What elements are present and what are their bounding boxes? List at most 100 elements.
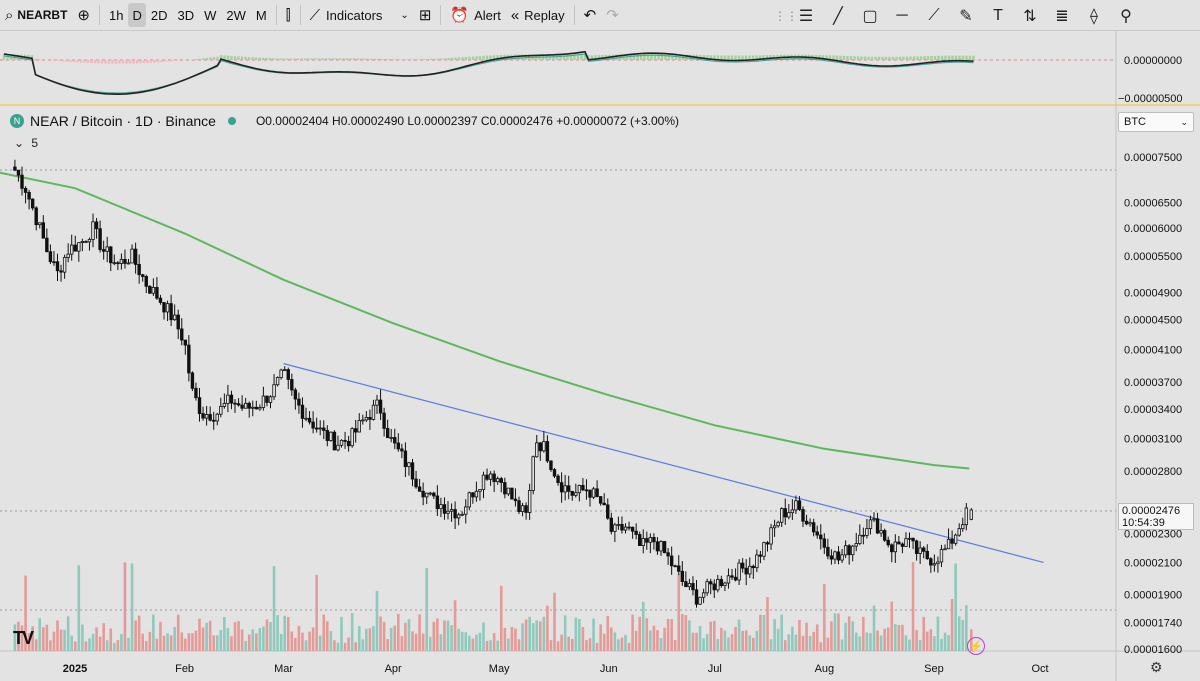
histogram-bar: [279, 58, 282, 60]
indicator-list-icon[interactable]: ☰: [798, 7, 814, 25]
volume-bar: [27, 632, 31, 651]
candle-down-body: [368, 417, 372, 420]
candle: [606, 498, 610, 520]
candle-down-body: [765, 542, 770, 545]
volume-bar: [673, 640, 677, 651]
candle-down-body: [52, 261, 56, 264]
candle: [378, 389, 383, 421]
text-icon[interactable]: T: [993, 6, 1003, 24]
histogram-bar: [268, 58, 272, 60]
candle: [208, 406, 212, 422]
interval-d[interactable]: D: [128, 3, 146, 27]
interval-2w[interactable]: 2W: [226, 7, 246, 23]
price-tick-label: 0.00001900: [1124, 589, 1182, 601]
candle-down-body: [684, 581, 688, 588]
volume-bar: [574, 617, 578, 651]
histogram-bar: [156, 60, 160, 63]
candle-down-body: [783, 508, 787, 518]
histogram-bar: [671, 54, 674, 60]
candle-down-body: [208, 414, 212, 421]
candle: [772, 519, 777, 537]
chart-type-button[interactable]: ⫿: [281, 0, 296, 31]
alert-button[interactable]: ⏰ Alert: [445, 0, 505, 31]
histogram-bar: [289, 58, 293, 60]
candle: [73, 235, 77, 252]
volume-bar: [858, 636, 862, 651]
currency-select[interactable]: BTC ⌄: [1118, 112, 1194, 132]
volume-bar: [826, 637, 830, 651]
brush-icon[interactable]: ✎: [959, 7, 973, 25]
time-tick-label: May: [489, 663, 510, 675]
histogram-bar: [877, 56, 881, 60]
volume-bar: [265, 619, 269, 651]
pattern-icon[interactable]: ≣: [1055, 7, 1069, 25]
candle: [48, 244, 53, 265]
rectangle-icon[interactable]: ▢: [862, 7, 878, 25]
indicators-button[interactable]: ⟋ Indicators ⌄: [305, 0, 414, 31]
volume-bar: [652, 625, 656, 651]
gear-icon[interactable]: ⚙: [1150, 659, 1163, 675]
volume-bar: [368, 628, 372, 651]
volume-bar: [925, 631, 929, 651]
candle: [137, 254, 141, 284]
candle: [286, 367, 290, 390]
compare-button[interactable]: ⊕: [72, 0, 95, 31]
candle: [307, 411, 312, 425]
candle-down-body: [20, 174, 24, 189]
lightning-icon[interactable]: ⚡: [967, 637, 985, 655]
chart-canvas[interactable]: 0.00007500 0.00006500 0.00006000 0.00005500…: [0, 31, 1200, 681]
symbol-search[interactable]: ⌕ NEARBT: [0, 0, 72, 31]
long-position-icon[interactable]: ⇅: [1023, 7, 1037, 25]
replay-button[interactable]: « Replay: [506, 0, 570, 31]
interval-w[interactable]: W: [204, 7, 217, 23]
histogram-bar: [933, 55, 937, 60]
histogram-bar: [303, 58, 307, 60]
candle: [172, 304, 177, 321]
candle-down-body: [162, 302, 166, 313]
volume-bar: [230, 636, 233, 651]
volume-bar: [737, 619, 741, 651]
volume-bar: [418, 614, 421, 651]
volume-bar: [95, 627, 98, 651]
candle: [55, 253, 60, 282]
candle-up-body: [527, 490, 532, 513]
candle: [101, 240, 106, 260]
candle-down-body: [513, 498, 518, 502]
zoom-icon[interactable]: ⚲: [1120, 7, 1132, 25]
candle: [730, 568, 734, 580]
histogram-bar: [923, 56, 926, 60]
histogram-bar: [401, 59, 405, 60]
interval-1h[interactable]: 1h: [108, 7, 124, 23]
volume-bar: [645, 618, 649, 651]
candle-down-body: [442, 504, 447, 514]
candle-down-body: [155, 287, 159, 299]
candle: [233, 399, 237, 414]
drag-handle-icon[interactable]: ⋮⋮: [774, 8, 798, 23]
candle-up-body: [80, 241, 85, 243]
templates-button[interactable]: ⊞: [414, 0, 437, 31]
candle: [712, 579, 716, 599]
measure-icon[interactable]: ⟠: [1090, 7, 1098, 25]
candle: [680, 561, 685, 586]
histogram-bar: [139, 60, 142, 64]
histogram-bar: [664, 53, 667, 60]
horizontal-ray-icon[interactable]: ─: [896, 6, 908, 24]
indicator-collapse-toggle[interactable]: ⌄ 5: [14, 136, 38, 150]
candle: [187, 335, 191, 382]
legend-title[interactable]: NEAR / Bitcoin · 1D · Binance: [30, 113, 216, 129]
volume-bar: [965, 605, 968, 651]
volume-bar: [659, 637, 663, 651]
candle: [446, 501, 450, 520]
candle-down-body: [453, 509, 457, 519]
volume-bar: [357, 626, 361, 651]
interval-2d[interactable]: 2D: [150, 7, 168, 23]
undo-button[interactable]: ↶: [579, 0, 602, 31]
candle: [496, 476, 500, 485]
redo-button[interactable]: ↷: [601, 0, 624, 31]
interval-m[interactable]: M: [255, 7, 267, 23]
interval-3d[interactable]: 3D: [177, 7, 195, 23]
trend-line-icon[interactable]: ╱: [833, 7, 843, 25]
volume-bar: [705, 634, 709, 651]
ray-icon[interactable]: ⟋: [928, 6, 940, 24]
volume-bar: [954, 563, 957, 651]
